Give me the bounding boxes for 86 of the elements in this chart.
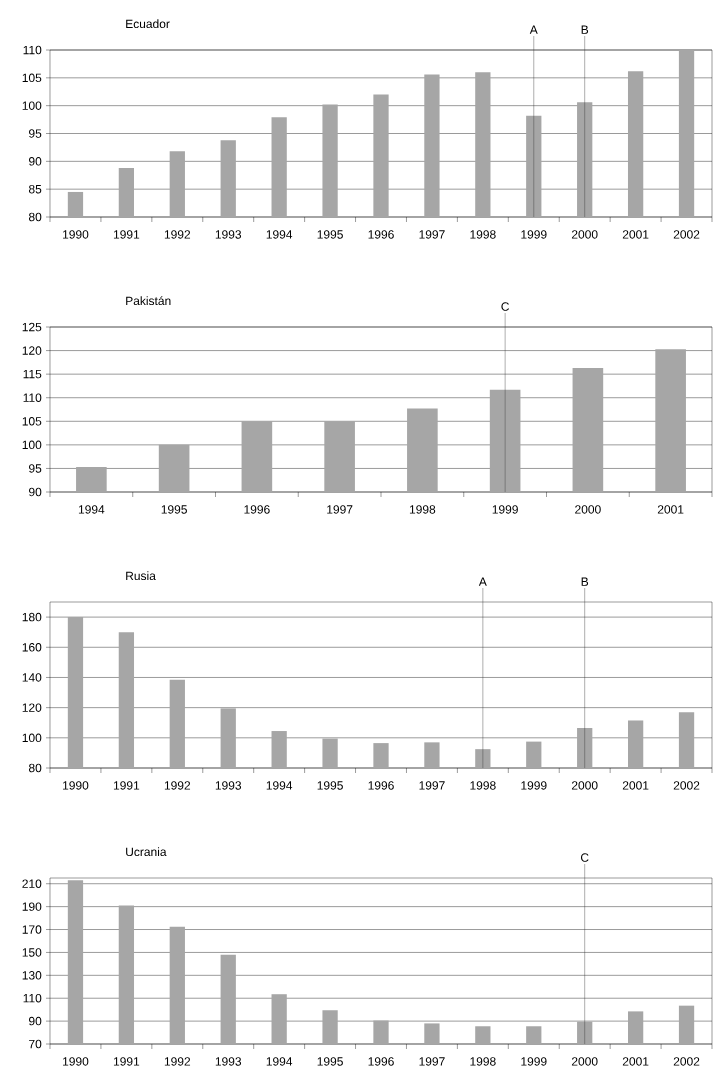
y-tick-label: 105 bbox=[22, 73, 42, 83]
x-tick-label: 1999 bbox=[521, 1057, 547, 1066]
x-tick-label: 1995 bbox=[317, 230, 343, 239]
x-tick-label: 1997 bbox=[419, 230, 445, 239]
chart-title: Pakistán bbox=[126, 296, 171, 306]
x-tick-label: 1998 bbox=[470, 230, 496, 239]
y-tick-label: 90 bbox=[29, 487, 42, 497]
x-tick-label: 1993 bbox=[215, 1057, 242, 1066]
x-tick-label: 1999 bbox=[521, 230, 547, 239]
x-tick-label: 1997 bbox=[419, 781, 445, 790]
x-tick-label: 1994 bbox=[266, 230, 293, 239]
x-tick-label: 1995 bbox=[317, 1057, 343, 1066]
x-tick-label: 1996 bbox=[244, 505, 270, 514]
y-tick-label: 70 bbox=[29, 1039, 42, 1049]
y-tick-label: 90 bbox=[29, 1016, 42, 1026]
y-tick-label: 80 bbox=[28, 763, 42, 773]
y-tick-label: 210 bbox=[22, 879, 42, 888]
x-tick-label: 1998 bbox=[470, 781, 496, 790]
y-tick-label: 120 bbox=[22, 346, 42, 355]
y-tick-label: 140 bbox=[22, 673, 42, 682]
y-tick-label: 115 bbox=[23, 369, 42, 379]
x-tick-label: 2001 bbox=[657, 505, 684, 514]
y-tick-label: 100 bbox=[22, 440, 42, 450]
y-tick-label: 105 bbox=[22, 417, 42, 426]
x-tick-label: 1992 bbox=[164, 1057, 191, 1066]
ref-line-label: A bbox=[478, 577, 487, 586]
y-tick-label: 95 bbox=[29, 464, 42, 473]
x-tick-label: 1994 bbox=[266, 1057, 293, 1066]
x-tick-label: 1990 bbox=[63, 1057, 89, 1066]
x-tick-label: 1994 bbox=[266, 781, 293, 790]
x-tick-label: 1990 bbox=[63, 230, 89, 239]
y-tick-label: 100 bbox=[22, 101, 42, 110]
x-tick-label: 1994 bbox=[78, 505, 105, 514]
x-tick-label: 1993 bbox=[215, 230, 242, 239]
x-tick-label: 1995 bbox=[161, 505, 187, 514]
x-tick-label: 2001 bbox=[622, 781, 649, 790]
y-tick-label: 190 bbox=[22, 902, 42, 911]
x-tick-label: 2002 bbox=[673, 781, 700, 790]
x-tick-label: 1990 bbox=[63, 781, 89, 790]
y-tick-label: 130 bbox=[22, 971, 42, 980]
x-tick-label: 1991 bbox=[113, 781, 140, 790]
y-tick-label: 170 bbox=[22, 925, 42, 934]
x-tick-label: 1999 bbox=[521, 781, 547, 790]
x-tick-label: 1998 bbox=[470, 1057, 496, 1066]
y-tick-label: 160 bbox=[22, 643, 42, 652]
x-tick-label: 1991 bbox=[113, 230, 140, 239]
x-tick-label: 1992 bbox=[164, 230, 191, 239]
x-tick-label: 1999 bbox=[492, 505, 518, 514]
ref-line-label: C bbox=[501, 302, 509, 311]
x-tick-label: 1992 bbox=[164, 781, 191, 790]
x-tick-label: 1997 bbox=[327, 505, 353, 514]
chart-title: Rusia bbox=[126, 571, 156, 581]
y-tick-label: 180 bbox=[22, 612, 42, 622]
y-tick-label: 120 bbox=[22, 703, 42, 712]
x-tick-label: 2000 bbox=[571, 1057, 598, 1066]
chart-title: Ucrania bbox=[126, 847, 167, 857]
y-tick-label: 150 bbox=[22, 948, 42, 957]
x-tick-label: 2001 bbox=[622, 1057, 649, 1066]
x-tick-label: 1996 bbox=[368, 781, 394, 790]
ref-line-label: A bbox=[529, 25, 538, 34]
y-tick-label: 110 bbox=[23, 993, 42, 1003]
x-tick-label: 1991 bbox=[113, 1057, 140, 1066]
y-tick-label: 110 bbox=[23, 45, 42, 55]
x-tick-label: 2001 bbox=[622, 230, 649, 239]
x-tick-label: 2000 bbox=[571, 230, 598, 239]
x-tick-label: 2000 bbox=[571, 781, 598, 790]
y-tick-label: 80 bbox=[28, 212, 42, 222]
chart-title: Ecuador bbox=[126, 19, 170, 29]
y-tick-label: 85 bbox=[28, 184, 42, 194]
x-tick-label: 2002 bbox=[673, 230, 700, 239]
y-tick-label: 110 bbox=[23, 393, 42, 402]
x-tick-label: 1996 bbox=[368, 1057, 394, 1066]
y-tick-label: 90 bbox=[29, 157, 42, 166]
x-tick-label: 2000 bbox=[575, 505, 601, 514]
y-tick-label: 95 bbox=[29, 129, 42, 138]
ref-line-label: C bbox=[580, 853, 589, 862]
y-tick-label: 100 bbox=[22, 733, 42, 743]
x-tick-label: 1998 bbox=[409, 505, 436, 514]
x-tick-label: 1995 bbox=[317, 781, 343, 790]
x-tick-label: 1997 bbox=[419, 1057, 445, 1066]
y-tick-label: 125 bbox=[22, 322, 42, 332]
x-tick-label: 1996 bbox=[368, 230, 394, 239]
ref-line-label: B bbox=[581, 577, 589, 586]
x-tick-label: 1993 bbox=[215, 781, 242, 790]
x-tick-label: 2002 bbox=[673, 1057, 700, 1066]
ref-line-label: B bbox=[581, 25, 589, 34]
